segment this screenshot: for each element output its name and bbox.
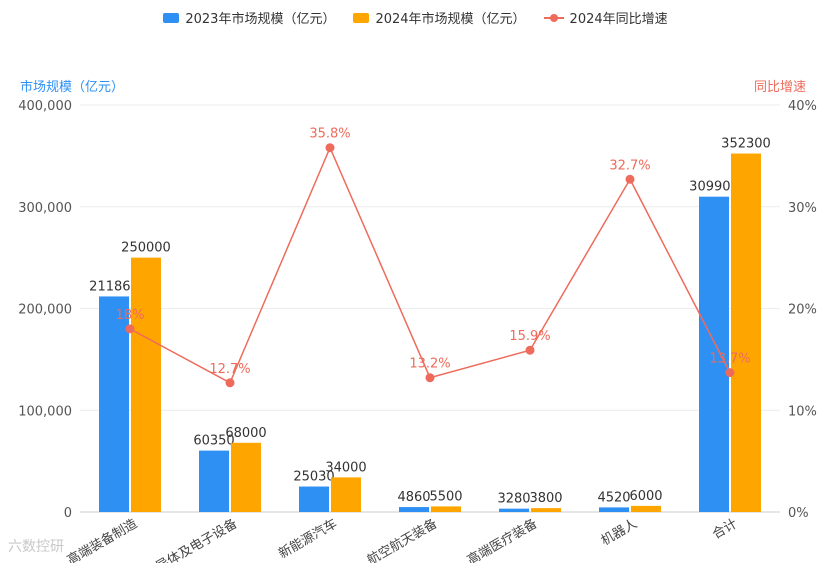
bar [699,196,729,512]
bar [231,442,261,512]
growth-point [225,378,235,388]
y-tick-label: 200,000 [18,303,72,318]
bar-value-label: 6000 [629,489,662,504]
growth-label: 13.7% [709,352,750,367]
legend-label-2024: 2024年市场规模（亿元） [375,12,526,27]
growth-point [525,345,535,355]
y-right-tick-label: 10% [788,404,817,419]
bar-value-label: 25030 [293,470,334,485]
y-right-tick-label: 0% [788,506,809,521]
growth-point [325,143,335,153]
y-right-tick-label: 30% [788,201,817,216]
watermark: 六数控研 [8,539,64,555]
bar-value-label: 68000 [225,426,266,441]
legend: 2023年市场规模（亿元） 2024年市场规模（亿元） 2024年同比增速 [0,8,831,27]
bar [199,450,229,512]
bar [531,508,561,512]
y-tick-label: 0 [64,506,72,521]
growth-point [625,174,635,184]
bar-value-label: 34000 [325,460,366,475]
bar [331,477,361,512]
legend-swatch-2023 [163,12,180,23]
growth-label: 18% [116,308,145,323]
growth-label: 32.7% [609,158,650,173]
bar-value-label: 4860 [397,490,430,505]
growth-point [725,368,735,378]
bar-value-label: 211860 [89,279,139,294]
legend-item-2023[interactable]: 2023年市场规模（亿元） [163,8,335,27]
legend-label-2023: 2023年市场规模（亿元） [185,12,336,27]
bar-value-label: 4520 [597,490,630,505]
bar-value-label: 309900 [689,180,739,195]
x-tick-label: 高端医疗装备 [464,516,540,563]
x-tick-label: 合计 [710,516,740,542]
y-right-tick-label: 40% [788,99,817,114]
bar-value-label: 250000 [121,241,171,256]
bar [631,505,661,512]
x-tick-label: 高端装备制造 [64,516,140,563]
bar-value-label: 352300 [721,137,771,152]
bar [499,508,529,512]
y-right-tick-label: 20% [788,303,817,318]
x-tick-label: 新能源汽车 [276,516,340,562]
legend-swatch-growth [543,13,564,23]
y-tick-label: 100,000 [18,404,72,419]
right-axis-title: 同比增速 [754,80,807,95]
bar [131,257,161,512]
x-tick-label: 机器人 [599,516,640,548]
bar [299,486,329,512]
bar-value-label: 60350 [193,434,234,449]
growth-point [125,324,135,334]
legend-item-2024[interactable]: 2024年市场规模（亿元） [353,8,526,27]
left-axis-title: 市场规模（亿元） [20,80,125,95]
x-tick-label: 半导体及电子设备 [142,516,240,563]
bar [399,507,429,512]
bar-value-label: 3800 [529,491,562,506]
growth-label: 12.7% [209,362,250,377]
growth-label: 35.8% [309,127,350,142]
growth-label: 13.2% [409,357,450,372]
legend-item-growth[interactable]: 2024年同比增速 [543,8,668,27]
growth-line [129,145,731,384]
bar [431,506,461,512]
bar [99,296,129,512]
bar [599,507,629,512]
bar [731,153,761,513]
bar-value-label: 5500 [429,489,462,504]
legend-swatch-2024 [353,12,370,23]
y-tick-label: 300,000 [18,201,72,216]
x-tick-label: 航空航天装备 [364,516,440,563]
growth-label: 15.9% [509,329,550,344]
legend-label-growth: 2024年同比增速 [569,12,668,27]
bar-value-label: 3280 [497,492,530,507]
growth-point [425,373,435,383]
y-tick-label: 400,000 [18,99,72,114]
